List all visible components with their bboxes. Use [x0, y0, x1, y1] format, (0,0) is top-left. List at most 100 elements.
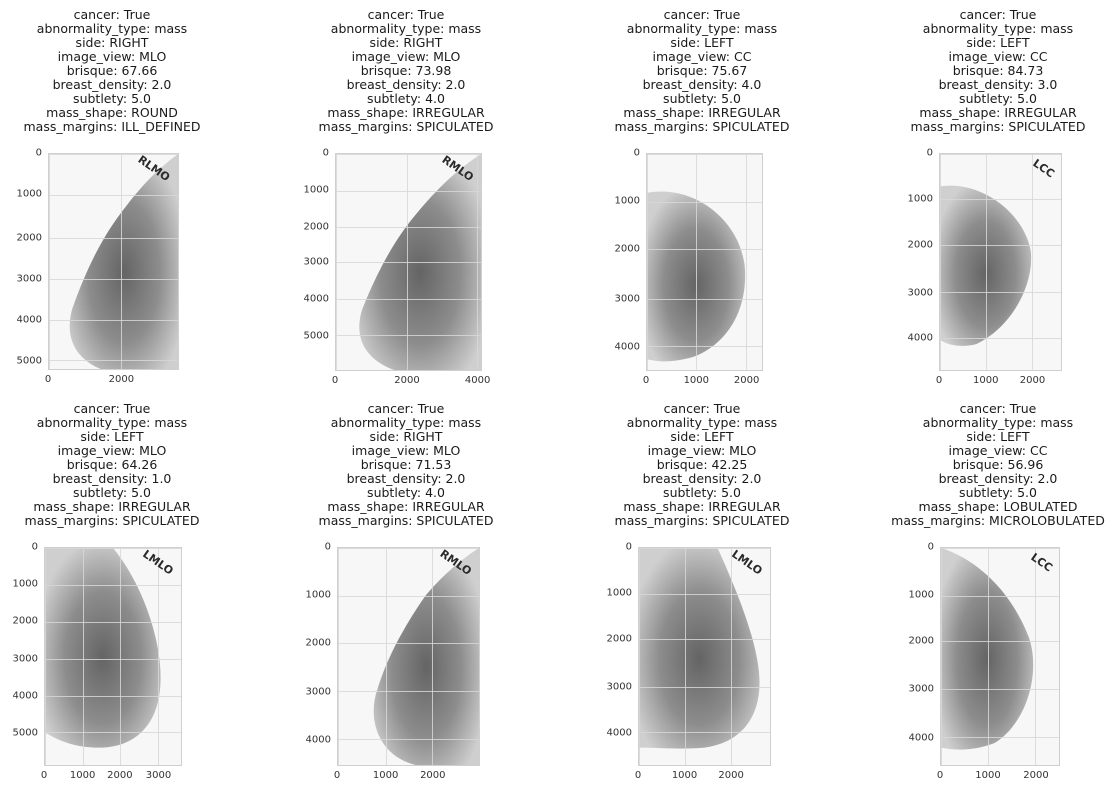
gridline — [940, 337, 1061, 339]
x-tick-label: 4000 — [464, 375, 491, 386]
y-tick-label: 3000 — [305, 686, 331, 698]
x-tick-label: 2000 — [718, 770, 744, 781]
gridline — [338, 548, 339, 765]
y-tick-label: 1000 — [305, 589, 331, 601]
gridline — [49, 154, 178, 155]
gridline — [988, 548, 990, 765]
gridline — [336, 227, 481, 229]
y-tick-label: 3000 — [908, 683, 934, 695]
mammogram-image — [941, 548, 1059, 765]
mammogram-image — [338, 548, 479, 765]
x-tick-label: 0 — [642, 375, 650, 386]
gridline — [385, 548, 387, 765]
gridline — [684, 548, 686, 765]
caption-line: breast_density: 2.0 — [938, 471, 1058, 486]
y-tick-label: 4000 — [606, 727, 632, 739]
gridline — [941, 548, 942, 765]
caption-line: abnormality_type: mass — [626, 21, 778, 36]
caption-line: brisque: 73.98 — [360, 63, 452, 78]
caption-line: breast_density: 2.0 — [52, 77, 172, 92]
mammogram-axes: LMLO — [638, 547, 771, 766]
y-tick-label: 2000 — [12, 615, 38, 627]
caption-line: cancer: True — [663, 7, 741, 22]
y-tick-label: 2000 — [908, 635, 934, 647]
gridline — [338, 643, 479, 645]
gridline — [49, 237, 178, 239]
gridline — [639, 639, 770, 641]
caption-line: abnormality_type: mass — [330, 415, 482, 430]
caption-line: mass_margins: ILL_DEFINED — [23, 119, 201, 134]
mammogram-image — [49, 154, 178, 369]
caption-line: side: LEFT — [80, 429, 144, 444]
y-tick-label: 0 — [31, 541, 38, 553]
gridline — [45, 584, 181, 586]
panel-caption: cancer: True abnormality_type: mass side: … — [319, 402, 494, 528]
y-tick-label: 4000 — [305, 734, 331, 746]
y-tick-label: 2000 — [606, 633, 632, 645]
gridline — [1031, 154, 1033, 370]
x-tick-label: 2000 — [1023, 770, 1049, 781]
gridline — [639, 593, 770, 595]
y-tick-label: 4000 — [303, 293, 329, 305]
y-tick-label: 3000 — [606, 681, 632, 693]
caption-line: side: LEFT — [966, 429, 1030, 444]
caption-line: breast_density: 2.0 — [642, 471, 762, 486]
panel-caption: cancer: True abnormality_type: mass side: … — [25, 402, 200, 528]
x-tick-label: 0 — [634, 770, 642, 781]
caption-line: mass_margins: SPICULATED — [318, 119, 494, 134]
gridline — [45, 548, 46, 765]
caption-line: side: RIGHT — [369, 429, 443, 444]
gridline — [940, 292, 1061, 294]
gridline — [941, 736, 1059, 738]
caption-line: side: RIGHT — [75, 35, 149, 50]
caption-line: mass_shape: IRREGULAR — [33, 499, 191, 514]
caption-line: image_view: MLO — [647, 443, 757, 458]
y-tick-label: 4000 — [907, 332, 933, 344]
x-tick-label: 0 — [331, 375, 339, 386]
caption-line: cancer: True — [959, 401, 1037, 416]
caption-line: mass_margins: SPICULATED — [24, 513, 200, 528]
y-tick-label: 1000 — [907, 193, 933, 205]
gridline — [83, 548, 85, 765]
gridline — [639, 548, 770, 549]
y-tick-label: 3000 — [907, 287, 933, 299]
y-tick-label: 2000 — [614, 243, 640, 255]
gridline — [941, 595, 1059, 597]
gridline — [338, 548, 479, 549]
y-tick-label: 5000 — [12, 727, 38, 739]
gridline — [119, 548, 121, 765]
x-tick-label: 0 — [935, 375, 943, 386]
gridline — [1035, 548, 1037, 765]
gridline — [940, 154, 941, 370]
x-tick-label: 2000 — [107, 770, 133, 781]
caption-line: mass_margins: SPICULATED — [318, 513, 494, 528]
caption-line: mass_shape: IRREGULAR — [623, 499, 781, 514]
caption-line: subtlety: 5.0 — [73, 91, 151, 106]
gridline — [49, 278, 178, 280]
caption-line: mass_margins: SPICULATED — [910, 119, 1086, 134]
caption-line: image_view: CC — [652, 49, 752, 64]
caption-line: subtlety: 4.0 — [367, 485, 445, 500]
gridline — [647, 298, 762, 300]
gridline — [745, 154, 747, 370]
caption-line: cancer: True — [959, 7, 1037, 22]
caption-line: cancer: True — [73, 401, 151, 416]
mammogram-image — [647, 154, 762, 370]
caption-line: abnormality_type: mass — [330, 21, 482, 36]
y-tick-label: 4000 — [12, 690, 38, 702]
caption-line: mass_shape: ROUND — [46, 105, 178, 120]
gridline — [121, 154, 123, 369]
caption-line: mass_margins: SPICULATED — [614, 119, 790, 134]
gridline — [941, 641, 1059, 643]
gridline — [696, 154, 698, 370]
gridline — [336, 154, 481, 155]
gridline — [730, 548, 732, 765]
gridline — [45, 658, 181, 660]
caption-line: cancer: True — [663, 401, 741, 416]
y-tick-label: 4000 — [614, 341, 640, 353]
gridline — [985, 154, 987, 370]
caption-line: image_view: MLO — [57, 49, 167, 64]
y-tick-label: 3000 — [16, 273, 42, 285]
caption-line: side: LEFT — [670, 35, 734, 50]
caption-line: image_view: MLO — [351, 49, 461, 64]
